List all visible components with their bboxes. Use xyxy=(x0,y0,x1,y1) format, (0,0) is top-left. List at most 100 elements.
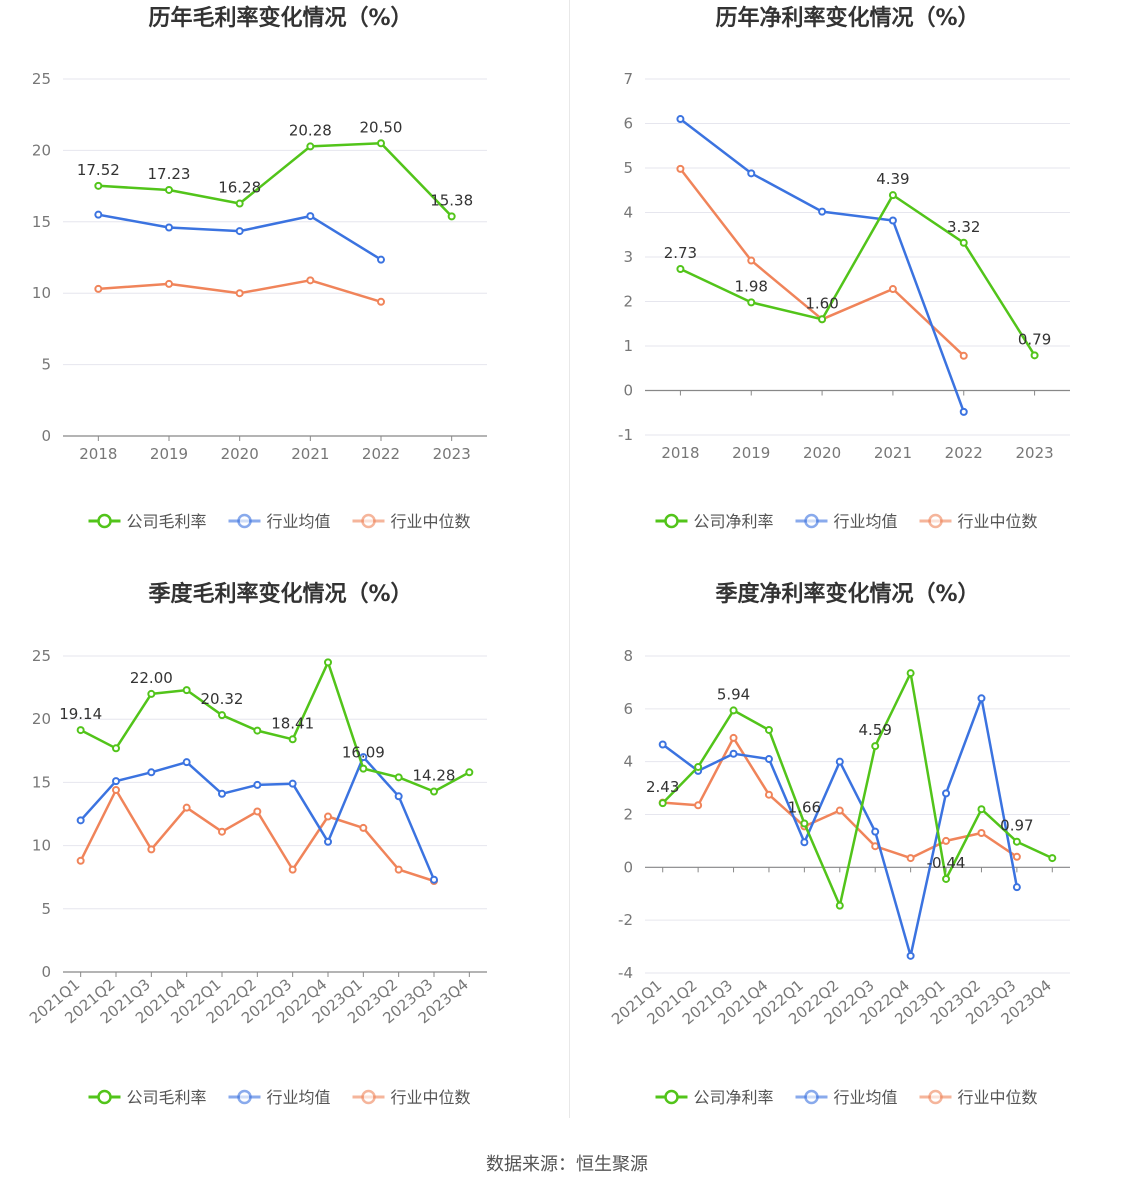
y-tick-label: 10 xyxy=(32,284,51,302)
data-label: 18.41 xyxy=(271,714,314,732)
data-label: 20.32 xyxy=(201,690,244,708)
data-label: 17.23 xyxy=(148,165,191,183)
data-label: 1.60 xyxy=(805,294,838,312)
chart-title: 季度净利率变化情况（%） xyxy=(715,581,979,607)
data-point xyxy=(377,139,385,148)
data-point xyxy=(747,298,756,307)
data-point xyxy=(800,838,809,847)
data-point xyxy=(1012,837,1021,846)
data-point xyxy=(729,749,738,758)
legend-marker xyxy=(361,1089,376,1105)
series-line xyxy=(679,193,1036,356)
data-point xyxy=(977,694,986,703)
y-tick-label: 25 xyxy=(32,647,51,665)
chart-title: 历年净利率变化情况（%） xyxy=(715,5,979,31)
data-point xyxy=(676,265,685,274)
legend-marker xyxy=(928,513,943,529)
data-point xyxy=(306,142,315,151)
data-point xyxy=(676,115,685,124)
data-point xyxy=(1012,852,1021,861)
y-tick-label: 6 xyxy=(623,115,633,133)
legend-label: 公司毛利率 xyxy=(127,512,207,531)
y-tick-label: 10 xyxy=(32,837,51,855)
data-point xyxy=(764,755,773,764)
data-point xyxy=(906,854,915,863)
data-point xyxy=(253,780,262,789)
data-label: 0.79 xyxy=(1018,330,1051,348)
x-tick-label: 2019 xyxy=(732,444,770,462)
chart-annual-net-margin-svg: 历年净利率变化情况（%） -1 0 1 2 3 4 5 6 7 2018 2019 2020 2021 20… xyxy=(618,5,1070,531)
legend-label: 行业均值 xyxy=(267,512,331,531)
data-point xyxy=(324,837,332,846)
legend-marker xyxy=(804,1089,819,1105)
data-point xyxy=(288,735,297,744)
data-point xyxy=(1012,883,1021,892)
data-label: 15.38 xyxy=(430,191,473,209)
x-tick-label: 2022 xyxy=(945,444,983,462)
y-tick-label: 0 xyxy=(41,427,51,445)
legend-item: 行业均值 xyxy=(228,512,331,531)
data-label: 4.39 xyxy=(876,170,909,188)
data-point xyxy=(959,407,968,416)
data-point xyxy=(465,768,474,777)
y-tick-label: 0 xyxy=(41,963,51,981)
y-tick-label: 2 xyxy=(623,293,633,311)
series-line xyxy=(80,661,470,793)
x-tick-label: 2018 xyxy=(79,445,117,463)
x-tick-label: 2020 xyxy=(803,444,841,462)
data-point xyxy=(430,875,438,884)
y-tick-label: 15 xyxy=(32,773,51,791)
data-point xyxy=(942,789,951,798)
legend-marker xyxy=(664,513,679,529)
data-point xyxy=(324,658,332,667)
legend-item: 公司净利率 xyxy=(655,512,774,531)
data-point xyxy=(182,686,191,695)
data-point xyxy=(658,740,667,749)
data-point xyxy=(394,773,403,782)
data-point xyxy=(800,819,809,828)
series-line xyxy=(79,788,435,883)
data-point xyxy=(76,856,85,865)
legend-item: 行业中位数 xyxy=(352,512,471,531)
x-tick-label: 2023 xyxy=(433,445,471,463)
legend-marker xyxy=(361,513,376,529)
data-label: 14.28 xyxy=(413,767,456,785)
data-label: 1.66 xyxy=(788,798,821,816)
data-point xyxy=(1048,854,1057,863)
data-point xyxy=(959,238,968,247)
data-label: 17.52 xyxy=(77,161,120,179)
data-point xyxy=(288,865,297,874)
y-tick-label: 4 xyxy=(623,204,633,222)
legend-item: 行业中位数 xyxy=(352,1088,471,1107)
data-point xyxy=(447,212,456,221)
data-point xyxy=(306,212,315,221)
data-point xyxy=(112,744,120,753)
data-point xyxy=(871,742,880,751)
chart-annual-gross-margin: 历年毛利率变化情况（%） 0 5 10 15 20 25 2018 2019 2020 2021 20… xyxy=(0,0,567,575)
y-tick-label: 2 xyxy=(623,806,633,824)
legend-label: 行业中位数 xyxy=(958,1088,1038,1107)
y-tick-label: 0 xyxy=(623,382,633,400)
data-point xyxy=(871,827,880,836)
data-point xyxy=(747,256,756,265)
data-point xyxy=(977,805,986,814)
data-point xyxy=(942,874,951,883)
data-point xyxy=(871,842,880,851)
data-point xyxy=(430,787,438,796)
data-point xyxy=(218,711,226,720)
x-tick-label: 2018 xyxy=(661,444,699,462)
data-point xyxy=(147,845,156,854)
data-point xyxy=(835,757,844,766)
data-point xyxy=(377,297,385,306)
data-point xyxy=(729,706,738,715)
legend-item: 公司净利率 xyxy=(655,1088,774,1107)
data-point xyxy=(235,199,244,208)
data-point xyxy=(182,758,191,767)
legend-label: 行业均值 xyxy=(267,1088,331,1107)
data-label: 20.28 xyxy=(289,121,332,139)
y-tick-label: 4 xyxy=(623,753,633,771)
series-line xyxy=(661,671,1053,907)
legend-marker xyxy=(237,1089,252,1105)
data-point xyxy=(76,816,85,825)
legend-marker xyxy=(928,1089,943,1105)
